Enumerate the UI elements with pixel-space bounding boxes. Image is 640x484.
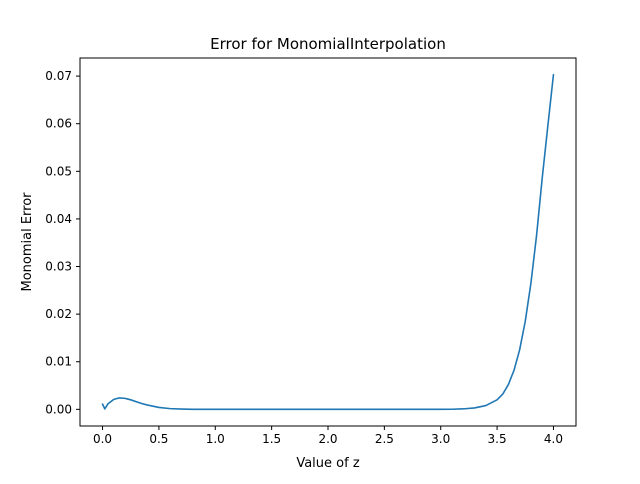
chart-title: Error for MonomialInterpolation [210, 35, 446, 53]
series-layer [101, 73, 555, 411]
x-tick-label: 2.0 [318, 432, 337, 446]
y-tick-label: 0.05 [45, 164, 72, 178]
x-tick-label: 3.0 [431, 432, 450, 446]
y-tick-label: 0.04 [45, 212, 72, 226]
x-tick-label: 2.5 [375, 432, 394, 446]
x-tick-label: 0.0 [93, 432, 112, 446]
x-axis: 0.0 0.5 1.0 1.5 2.0 2.5 3.0 3.5 4.0 [93, 426, 563, 446]
x-tick-label: 4.0 [544, 432, 563, 446]
y-tick-label: 0.03 [45, 260, 72, 274]
x-tick-label: 0.5 [149, 432, 168, 446]
x-axis-label: Value of z [296, 456, 359, 471]
y-axis-label: Monomial Error [20, 192, 35, 292]
series-line-0 [101, 73, 555, 411]
y-tick-label: 0.02 [45, 307, 72, 321]
y-tick-label: 0.01 [45, 355, 72, 369]
x-tick-label: 1.5 [262, 432, 281, 446]
y-tick-label: 0.06 [45, 117, 72, 131]
x-tick-label: 1.0 [206, 432, 225, 446]
y-axis: 0.00 0.01 0.02 0.03 0.04 0.05 0.06 0.07 [45, 69, 80, 416]
y-tick-label: 0.07 [45, 69, 72, 83]
y-tick-label: 0.00 [45, 402, 72, 416]
x-tick-label: 3.5 [488, 432, 507, 446]
